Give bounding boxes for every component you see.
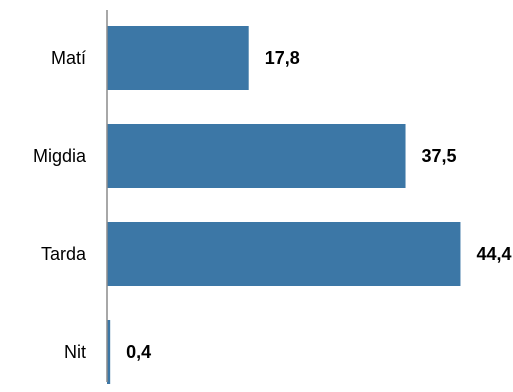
category-label: Matí xyxy=(51,48,86,68)
bar-3 xyxy=(107,320,111,384)
bar-1 xyxy=(107,124,406,188)
value-label: 37,5 xyxy=(422,146,457,166)
category-label: Nit xyxy=(64,342,86,362)
category-labels: Matí Migdia Tarda Nit xyxy=(33,48,87,362)
value-labels: 17,8 37,5 44,4 0,4 xyxy=(126,48,511,362)
category-label: Migdia xyxy=(33,146,87,166)
bar-2 xyxy=(107,222,461,286)
bar-0 xyxy=(107,26,249,90)
bars-group xyxy=(107,26,461,384)
value-label: 44,4 xyxy=(476,244,511,264)
value-label: 17,8 xyxy=(265,48,300,68)
category-label: Tarda xyxy=(41,244,87,264)
value-label: 0,4 xyxy=(126,342,151,362)
